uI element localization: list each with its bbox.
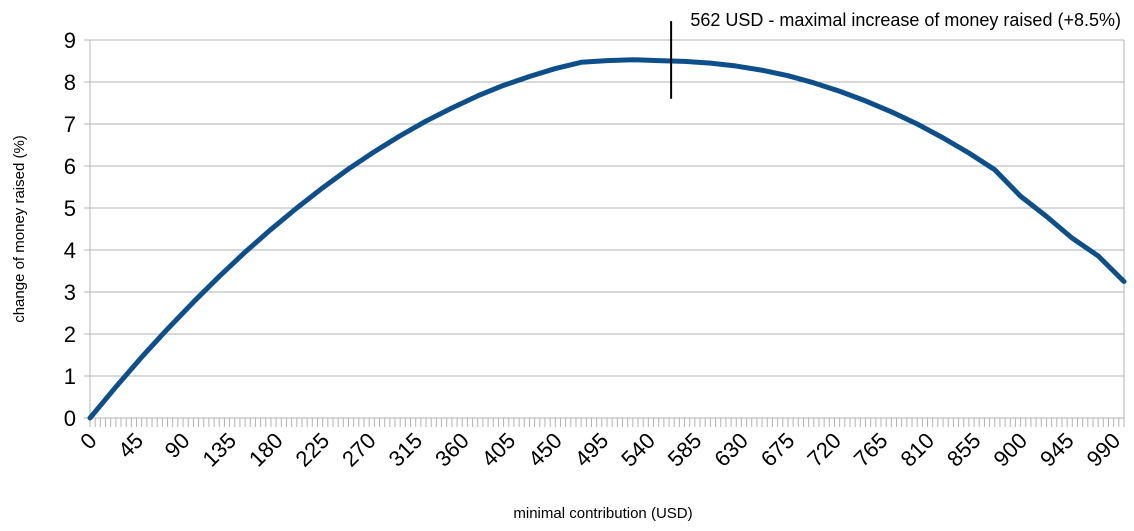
y-tick-label: 8 [64, 70, 76, 95]
x-tick-label: 585 [663, 428, 707, 472]
x-tick-label: 135 [197, 428, 241, 472]
series-line-0 [87, 57, 1127, 421]
x-tick-label: 540 [616, 428, 660, 472]
x-tick-label: 90 [160, 428, 195, 463]
x-tick-label: 720 [802, 428, 846, 472]
x-tick-label: 45 [113, 428, 148, 463]
x-minor-ticks [89, 418, 1125, 427]
x-tick-label: 810 [895, 428, 939, 472]
y-tick-label: 7 [64, 112, 76, 137]
annotation-label: 562 USD - maximal increase of money rais… [690, 10, 1121, 30]
x-tick-label: 765 [849, 428, 893, 472]
gridlines [84, 39, 1124, 419]
x-tick-label: 270 [337, 428, 381, 472]
x-tick-label: 855 [942, 428, 986, 472]
x-tick-label: 450 [523, 428, 567, 472]
y-tick-label: 1 [64, 364, 76, 389]
x-tick-label: 675 [756, 428, 800, 472]
x-tick-label: 315 [384, 428, 428, 472]
y-tick-label: 5 [64, 196, 76, 221]
x-tick-label: 945 [1035, 428, 1079, 472]
x-tick-label: 495 [570, 428, 614, 472]
axes [89, 39, 1125, 419]
series-layer [87, 57, 1127, 421]
y-tick-label: 6 [64, 154, 76, 179]
x-tick-label: 405 [477, 428, 521, 472]
x-tick-label: 225 [291, 428, 335, 472]
x-tick-label: 360 [430, 428, 474, 472]
x-tick-label: 0 [75, 428, 101, 454]
x-tick-label: 990 [1082, 428, 1126, 472]
y-axis-title: change of money raised (%) [11, 135, 28, 323]
y-tick-label: 2 [64, 322, 76, 347]
annotation: 562 USD - maximal increase of money rais… [670, 10, 1121, 99]
y-tick-label: 0 [64, 406, 76, 431]
x-tick-label: 900 [988, 428, 1032, 472]
x-tick-label: 630 [709, 428, 753, 472]
y-tick-label: 9 [64, 28, 76, 53]
y-tick-label: 3 [64, 280, 76, 305]
x-tick-label: 180 [244, 428, 288, 472]
x-tick-labels: 0 45 90 135 180 225 270 315 360 405 450 495 540 585 63… [75, 428, 1125, 472]
y-tick-labels: 0 1 2 3 4 5 6 7 8 9 [64, 28, 76, 431]
y-tick-label: 4 [64, 238, 76, 263]
x-axis-title: minimal contribution (USD) [513, 505, 692, 522]
